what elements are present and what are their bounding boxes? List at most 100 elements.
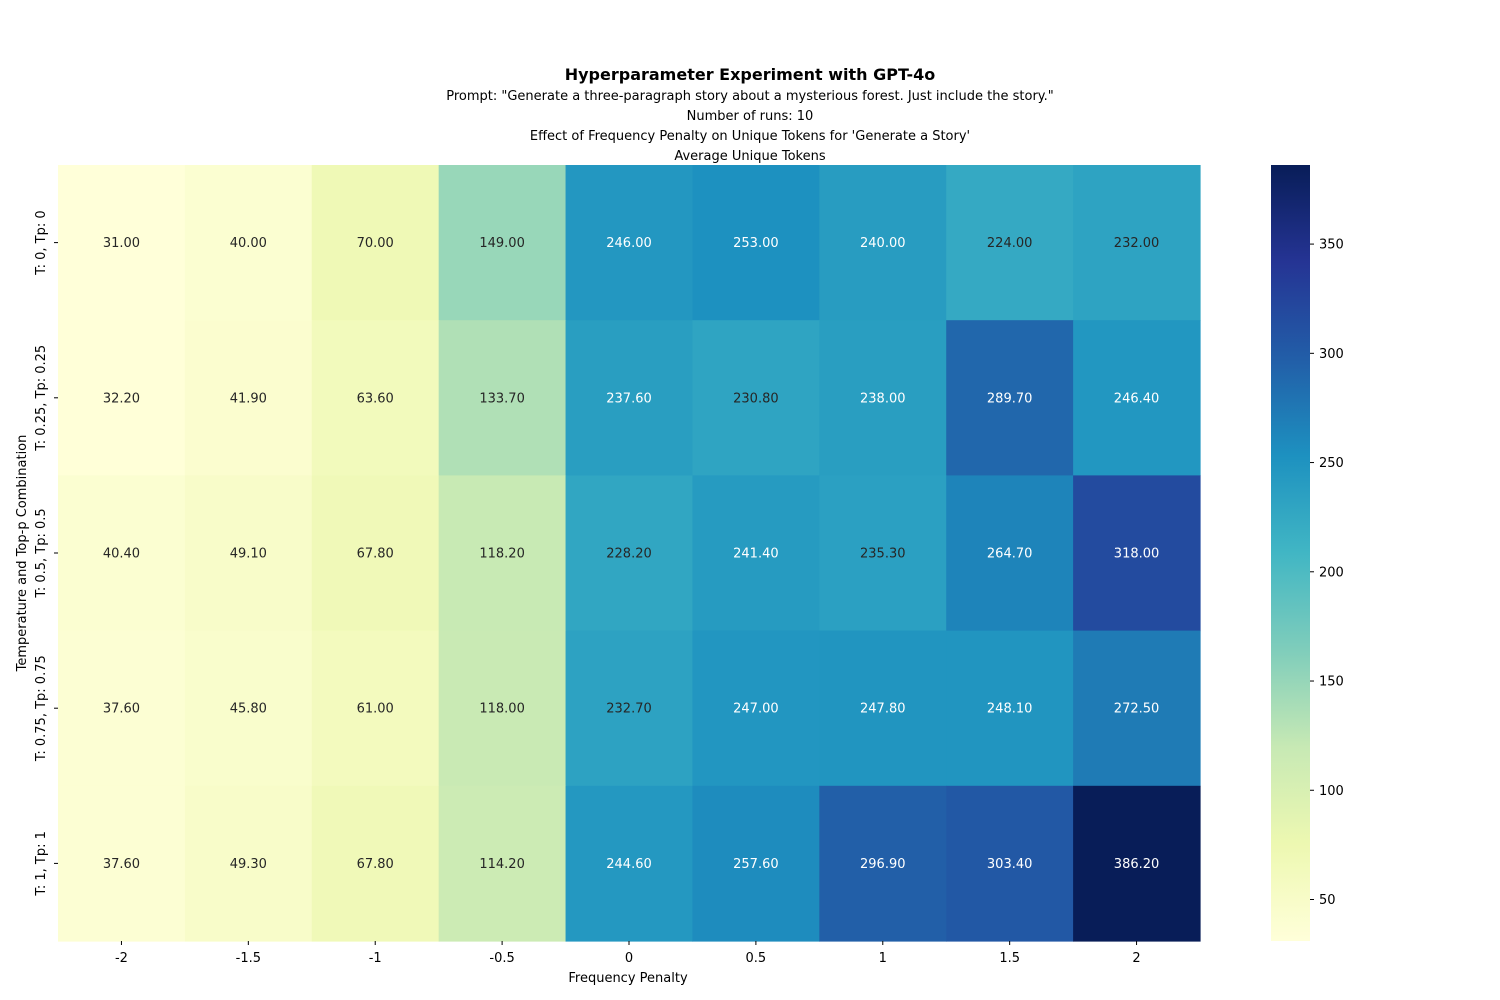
chart-subtitle-metric: Average Unique Tokens (674, 149, 825, 164)
heatmap-cell (184, 630, 313, 787)
cell-value-label: 296.90 (860, 857, 906, 872)
y-tick-label: T: 0.25, Tp: 0.25 (34, 345, 49, 452)
y-tick-label: T: 0, Tp: 0 (34, 210, 49, 276)
y-tick-label: T: 1, Tp: 1 (34, 831, 49, 897)
chart-subtitle-runs: Number of runs: 10 (687, 109, 814, 124)
y-axis-ticks: T: 0, Tp: 0 T: 0.25, Tp: 0.25 T: 0.5, Tp: … (34, 210, 58, 897)
heatmap-cell (819, 165, 947, 321)
x-tick-label: -0.5 (489, 951, 514, 966)
heatmap-cell (184, 165, 313, 321)
heatmap-cell (946, 785, 1074, 942)
cell-value-label: 386.20 (1114, 857, 1160, 872)
cell-value-label: 40.00 (230, 236, 267, 251)
cell-value-label: 40.40 (103, 547, 140, 562)
cell-value-label: 63.60 (357, 391, 394, 406)
colorbar-tick-label: 250 (1319, 456, 1344, 471)
cell-value-label: 118.20 (479, 547, 525, 562)
cell-value-label: 49.30 (230, 857, 267, 872)
cell-value-label: 272.50 (1114, 702, 1160, 717)
heatmap-cell (946, 165, 1074, 321)
x-tick-label: 1 (879, 951, 887, 966)
cell-value-label: 244.60 (606, 857, 652, 872)
heatmap-cell (58, 630, 186, 787)
heatmap-cells: 31.00 40.00 70.00 149.00 246.00 253.00 240.00 2… (58, 165, 1201, 942)
cell-value-label: 246.40 (1114, 391, 1160, 406)
y-tick-label: T: 0.75, Tp: 0.75 (34, 655, 49, 762)
cell-value-label: 264.70 (987, 547, 1033, 562)
colorbar-tick-label: 50 (1319, 893, 1336, 908)
cell-value-label: 240.00 (860, 236, 906, 251)
x-axis-ticks: -2 -1.5 -1 -0.5 0 0.5 1 1.5 2 (115, 941, 1141, 966)
cell-value-label: 37.60 (103, 702, 140, 717)
heatmap-cell (438, 785, 567, 942)
heatmap-cell (311, 785, 440, 942)
heatmap-cell (692, 785, 820, 942)
cell-value-label: 247.00 (733, 702, 779, 717)
heatmap-cell (58, 475, 186, 632)
cell-value-label: 32.20 (103, 391, 140, 406)
cell-value-label: 241.40 (733, 547, 779, 562)
heatmap-cell (438, 165, 567, 321)
cell-value-label: 41.90 (230, 391, 267, 406)
heatmap-cell (692, 475, 820, 632)
chart-subtitle-effect: Effect of Frequency Penalty on Unique To… (530, 129, 970, 144)
x-axis-label: Frequency Penalty (568, 971, 688, 986)
chart-subtitle-prompt: Prompt: "Generate a three-paragraph stor… (446, 89, 1054, 104)
cell-value-label: 31.00 (103, 236, 140, 251)
cell-value-label: 114.20 (479, 857, 525, 872)
heatmap-cell (1073, 320, 1201, 476)
heatmap-cell (311, 475, 440, 632)
heatmap-cell (1073, 475, 1201, 632)
heatmap-cell (946, 475, 1074, 632)
colorbar-tick-label: 150 (1319, 675, 1344, 690)
cell-value-label: 257.60 (733, 857, 779, 872)
heatmap-cell (946, 320, 1074, 476)
colorbar-tick-label: 100 (1319, 784, 1344, 799)
colorbar-tick-label: 200 (1319, 565, 1344, 580)
cell-value-label: 238.00 (860, 391, 906, 406)
cell-value-label: 235.30 (860, 547, 906, 562)
heatmap-cell (819, 630, 947, 787)
cell-value-label: 232.70 (606, 702, 652, 717)
heatmap-cell (819, 475, 947, 632)
heatmap-cell (819, 320, 947, 476)
x-tick-label: 0.5 (746, 951, 767, 966)
cell-value-label: 149.00 (479, 236, 525, 251)
cell-value-label: 253.00 (733, 236, 779, 251)
y-axis-label: Temperature and Top-p Combination (15, 435, 30, 673)
colorbar-tick-label: 350 (1319, 238, 1344, 253)
heatmap-cell (565, 785, 694, 942)
cell-value-label: 318.00 (1114, 547, 1160, 562)
x-tick-label: -1 (369, 951, 382, 966)
heatmap-cell (58, 165, 186, 321)
heatmap-cell (819, 785, 947, 942)
x-tick-label: 0 (625, 951, 633, 966)
cell-value-label: 67.80 (357, 857, 394, 872)
heatmap-cell (565, 165, 694, 321)
cell-value-label: 289.70 (987, 391, 1033, 406)
heatmap-cell (311, 320, 440, 476)
x-tick-label: -2 (115, 951, 128, 966)
cell-value-label: 247.80 (860, 702, 906, 717)
x-tick-label: 1.5 (999, 951, 1020, 966)
cell-value-label: 61.00 (357, 702, 394, 717)
cell-value-label: 49.10 (230, 547, 267, 562)
heatmap-cell (565, 475, 694, 632)
cell-value-label: 246.00 (606, 236, 652, 251)
cell-value-label: 67.80 (357, 547, 394, 562)
cell-value-label: 248.10 (987, 702, 1033, 717)
heatmap-cell (692, 630, 820, 787)
cell-value-label: 228.20 (606, 547, 652, 562)
heatmap-cell (692, 320, 820, 476)
cell-value-label: 133.70 (479, 391, 525, 406)
x-tick-label: 2 (1132, 951, 1140, 966)
heatmap-cell (565, 320, 694, 476)
heatmap-cell (58, 785, 186, 942)
cell-value-label: 37.60 (103, 857, 140, 872)
cell-value-label: 232.00 (1114, 236, 1160, 251)
y-tick-label: T: 0.5, Tp: 0.5 (34, 508, 49, 598)
heatmap-cell (1073, 785, 1201, 942)
x-tick-label: -1.5 (236, 951, 261, 966)
heatmap-cell (438, 320, 567, 476)
